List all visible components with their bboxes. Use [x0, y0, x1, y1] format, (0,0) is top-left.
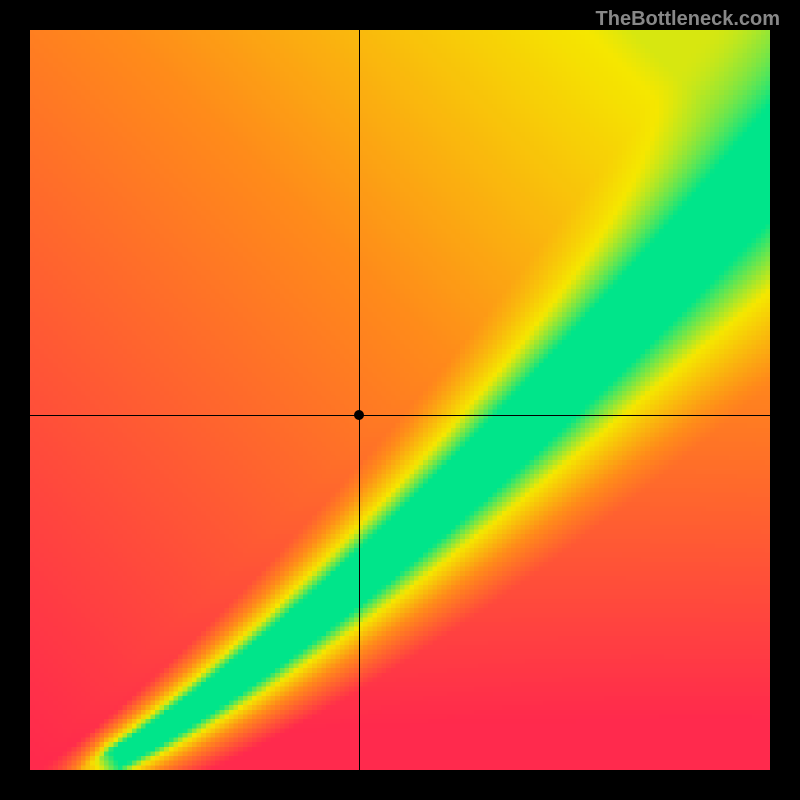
crosshair-horizontal — [30, 415, 770, 416]
marker-dot — [354, 410, 364, 420]
heatmap-canvas — [30, 30, 770, 770]
plot-area — [30, 30, 770, 770]
chart-container: TheBottleneck.com — [0, 0, 800, 800]
watermark-text: TheBottleneck.com — [596, 8, 780, 31]
crosshair-vertical — [359, 30, 360, 770]
